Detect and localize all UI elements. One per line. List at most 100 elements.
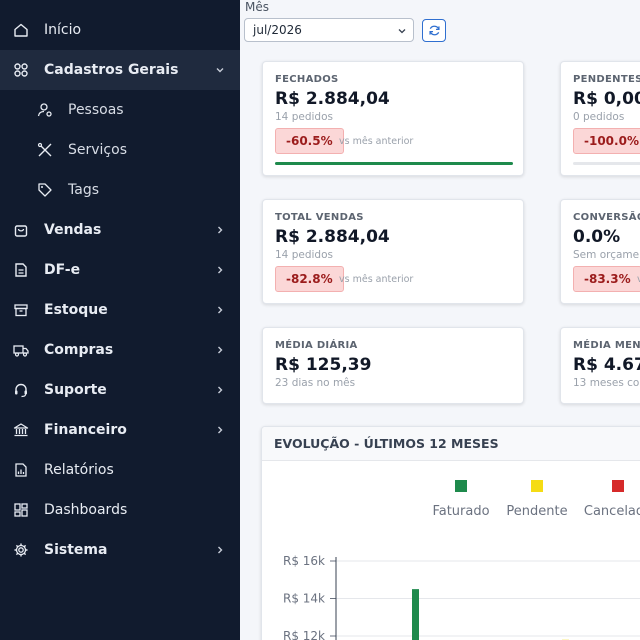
card-total-vendas: TOTAL VENDAS R$ 2.884,04 14 pedidos -82.… bbox=[262, 199, 524, 304]
chevron-right-icon bbox=[218, 546, 223, 554]
card-title: MÉDIA DIÁRIA bbox=[275, 340, 358, 351]
month-select[interactable]: jul/2026 bbox=[244, 18, 414, 42]
card-conversao: CONVERSÃO O 0.0% Sem orçamen -83.3% v bbox=[560, 199, 640, 304]
compare-text: vs mês anterior bbox=[339, 136, 414, 147]
chart-card: EVOLUÇÃO - ÚLTIMOS 12 MESES Faturado Pend… bbox=[261, 426, 640, 640]
change-badge: -100.0% bbox=[573, 128, 640, 154]
y-tick-label: R$ 14k bbox=[283, 592, 325, 606]
card-title: CONVERSÃO O bbox=[573, 212, 640, 223]
sidebar-item-label: Serviços bbox=[68, 142, 127, 158]
card-subtitle: 14 pedidos bbox=[275, 111, 333, 123]
card-subtitle: 14 pedidos bbox=[275, 249, 333, 261]
headset-icon bbox=[15, 383, 27, 398]
dashboard-icon bbox=[14, 503, 28, 517]
sidebar-item-inicio[interactable]: Início bbox=[0, 10, 240, 50]
chart-header: EVOLUÇÃO - ÚLTIMOS 12 MESES bbox=[262, 427, 640, 461]
card-pendentes: PENDENTES R$ 0,00 0 pedidos -100.0% bbox=[560, 61, 640, 176]
chevron-right-icon bbox=[218, 266, 223, 274]
person-settings-icon bbox=[37, 103, 52, 117]
sidebar: Início Cadastros Gerais Pessoas Serviços… bbox=[0, 0, 240, 640]
card-title: MÉDIA MENSA bbox=[573, 340, 640, 351]
sidebar-item-financeiro[interactable]: Financeiro bbox=[0, 410, 240, 450]
refresh-icon bbox=[429, 25, 440, 36]
sidebar-item-servicos[interactable]: Serviços bbox=[0, 130, 240, 170]
sidebar-item-suporte[interactable]: Suporte bbox=[0, 370, 240, 410]
document-icon bbox=[15, 263, 27, 277]
sidebar-item-label: DF-e bbox=[44, 262, 81, 278]
sidebar-item-tags[interactable]: Tags bbox=[0, 170, 240, 210]
card-value: R$ 125,39 bbox=[275, 355, 372, 375]
sidebar-item-label: Tags bbox=[68, 182, 99, 198]
chevron-right-icon bbox=[218, 386, 223, 394]
card-subtitle: 0 pedidos bbox=[573, 111, 625, 123]
card-media-mensal: MÉDIA MENSA R$ 4.671 13 meses com bbox=[560, 327, 640, 404]
compare-text: vs mês anterior bbox=[339, 274, 414, 285]
legend-label: Faturado bbox=[432, 504, 489, 519]
sidebar-item-label: Início bbox=[44, 22, 82, 38]
refresh-button[interactable] bbox=[422, 19, 446, 42]
archive-box-icon bbox=[14, 304, 28, 317]
sidebar-item-estoque[interactable]: Estoque bbox=[0, 290, 240, 330]
chevron-right-icon bbox=[218, 426, 223, 434]
tag-icon bbox=[38, 183, 52, 197]
sidebar-item-label: Financeiro bbox=[44, 422, 127, 438]
legend-label: Cancelado bbox=[584, 504, 640, 519]
y-tick-label: R$ 16k bbox=[283, 554, 325, 568]
grid-icon bbox=[14, 63, 28, 77]
sidebar-item-vendas[interactable]: Vendas bbox=[0, 210, 240, 250]
card-title: FECHADOS bbox=[275, 74, 339, 85]
card-subtitle: 23 dias no mês bbox=[275, 377, 356, 389]
tools-icon bbox=[37, 142, 52, 157]
sidebar-item-label: Relatórios bbox=[44, 462, 114, 478]
sidebar-item-sistema[interactable]: Sistema bbox=[0, 530, 240, 570]
legend-swatch bbox=[455, 480, 467, 492]
change-badge: -60.5% bbox=[275, 128, 344, 154]
sidebar-item-label: Dashboards bbox=[44, 502, 128, 518]
card-value: 0.0% bbox=[573, 227, 621, 247]
sidebar-item-label: Cadastros Gerais bbox=[44, 62, 179, 78]
sidebar-item-label: Compras bbox=[44, 342, 114, 358]
bar-faturado bbox=[412, 589, 419, 640]
chevron-right-icon bbox=[218, 226, 223, 234]
sidebar-item-label: Suporte bbox=[44, 382, 107, 398]
gear-icon bbox=[14, 543, 28, 557]
card-value: R$ 4.671 bbox=[573, 355, 640, 375]
progress-bar bbox=[275, 162, 513, 165]
card-media-diaria: MÉDIA DIÁRIA R$ 125,39 23 dias no mês bbox=[262, 327, 524, 404]
card-value: R$ 0,00 bbox=[573, 89, 640, 109]
chevron-down-icon bbox=[216, 68, 224, 73]
card-fechados: FECHADOS R$ 2.884,04 14 pedidos -60.5% v… bbox=[262, 61, 524, 176]
sidebar-item-dashboards[interactable]: Dashboards bbox=[0, 490, 240, 530]
card-title: TOTAL VENDAS bbox=[275, 212, 364, 223]
card-subtitle: 13 meses com bbox=[573, 377, 640, 389]
sidebar-item-cadastros-gerais[interactable]: Cadastros Gerais bbox=[0, 50, 240, 90]
sidebar-item-label: Pessoas bbox=[68, 102, 124, 118]
month-select-value: jul/2026 bbox=[253, 23, 302, 37]
chevron-down-icon bbox=[398, 29, 406, 34]
legend-swatch bbox=[612, 480, 624, 492]
bank-icon bbox=[13, 423, 29, 437]
compare-text: v bbox=[637, 274, 640, 285]
chart-title: EVOLUÇÃO - ÚLTIMOS 12 MESES bbox=[274, 436, 499, 451]
sidebar-item-label: Sistema bbox=[44, 542, 108, 558]
change-badge: -82.8% bbox=[275, 266, 344, 292]
month-filter-label: Mês bbox=[245, 0, 269, 14]
card-subtitle: Sem orçamen bbox=[573, 249, 640, 261]
sidebar-item-label: Estoque bbox=[44, 302, 108, 318]
shopping-bag-icon bbox=[14, 225, 28, 237]
y-tick-label: R$ 12k bbox=[283, 629, 325, 640]
card-title: PENDENTES bbox=[573, 74, 640, 85]
report-chart-icon bbox=[15, 463, 27, 477]
sidebar-item-dfe[interactable]: DF-e bbox=[0, 250, 240, 290]
sidebar-item-relatorios[interactable]: Relatórios bbox=[0, 450, 240, 490]
sidebar-item-compras[interactable]: Compras bbox=[0, 330, 240, 370]
chevron-right-icon bbox=[218, 346, 223, 354]
change-badge: -83.3% bbox=[573, 266, 640, 292]
dashboard-main: Mês jul/2026 FECHADOS R$ 2.884,04 14 ped… bbox=[240, 0, 640, 640]
truck-icon bbox=[13, 345, 29, 357]
chevron-right-icon bbox=[218, 306, 223, 314]
sidebar-item-pessoas[interactable]: Pessoas bbox=[0, 90, 240, 130]
legend-swatch bbox=[531, 480, 543, 492]
card-value: R$ 2.884,04 bbox=[275, 89, 390, 109]
